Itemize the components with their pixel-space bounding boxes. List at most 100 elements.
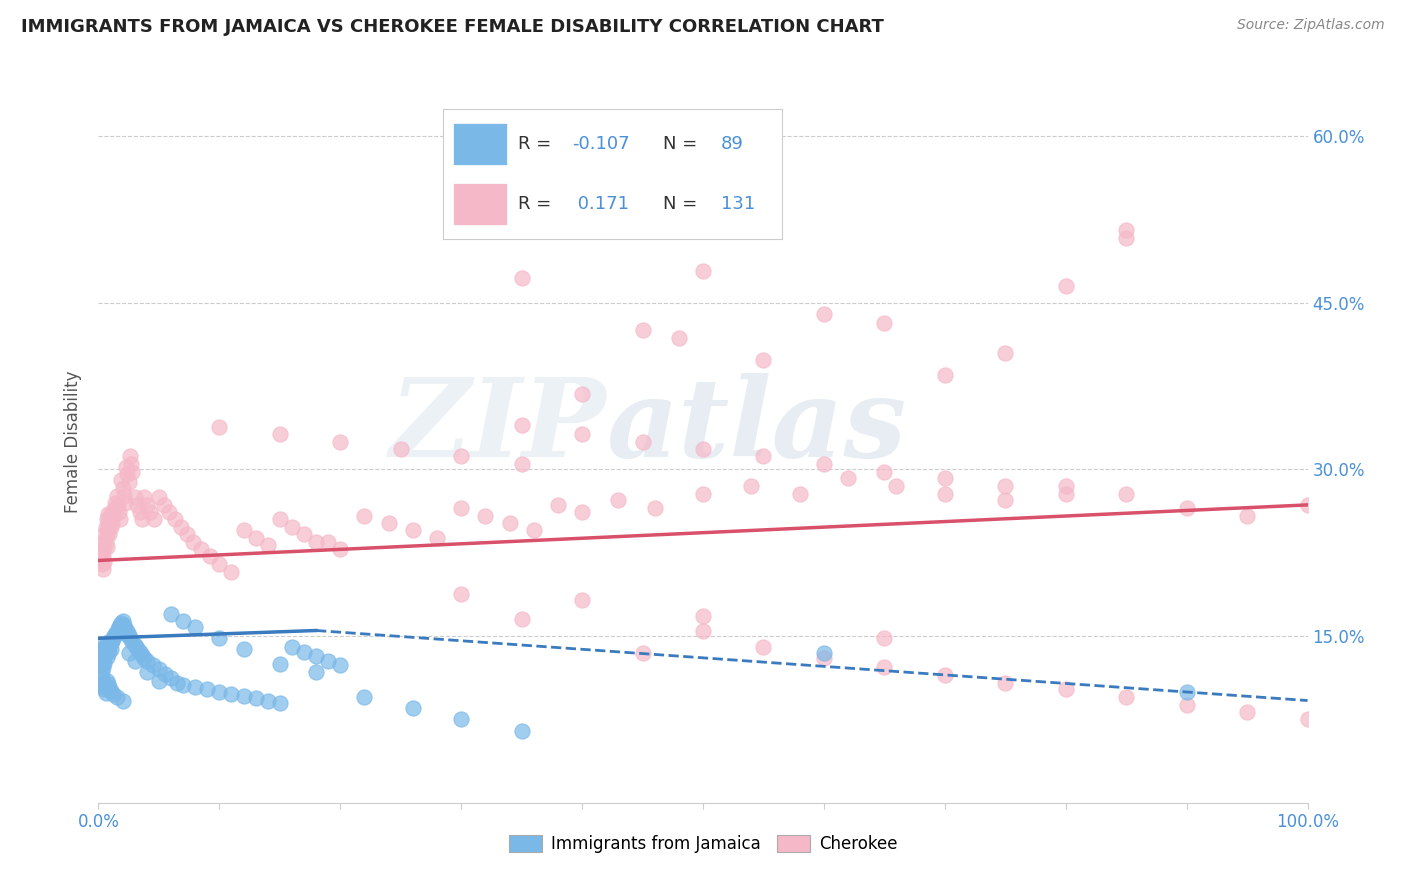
- Point: [402, 701, 425, 715]
- Point: [668, 331, 690, 345]
- Point: [153, 666, 176, 681]
- Point: [510, 271, 533, 285]
- Point: [292, 645, 315, 659]
- Point: [172, 678, 194, 692]
- Point: [107, 623, 129, 637]
- Point: [91, 549, 114, 563]
- Point: [152, 498, 174, 512]
- Point: [101, 687, 124, 701]
- Point: [96, 526, 118, 541]
- Point: [114, 496, 136, 510]
- Point: [692, 487, 714, 501]
- Point: [100, 683, 122, 698]
- Point: [91, 557, 114, 571]
- Point: [329, 542, 352, 557]
- Point: [474, 508, 496, 523]
- Point: [100, 520, 122, 534]
- Point: [305, 649, 328, 664]
- Point: [547, 498, 569, 512]
- Point: [208, 632, 231, 646]
- Point: [90, 551, 112, 566]
- Point: [450, 587, 472, 601]
- Point: [100, 507, 122, 521]
- Point: [96, 512, 118, 526]
- Point: [117, 467, 139, 481]
- Point: [93, 656, 115, 670]
- Point: [142, 657, 165, 672]
- Point: [93, 649, 115, 664]
- Point: [94, 640, 117, 655]
- Point: [1175, 698, 1198, 712]
- Point: [316, 534, 339, 549]
- Point: [114, 623, 136, 637]
- Point: [198, 549, 221, 563]
- Point: [115, 627, 138, 641]
- Point: [1054, 487, 1077, 501]
- Legend: Immigrants from Jamaica, Cherokee: Immigrants from Jamaica, Cherokee: [502, 828, 904, 860]
- Point: [91, 657, 114, 671]
- Point: [120, 457, 142, 471]
- Point: [644, 501, 666, 516]
- Point: [112, 489, 135, 503]
- Point: [148, 490, 170, 504]
- Point: [157, 505, 180, 519]
- Point: [169, 520, 191, 534]
- Point: [100, 633, 122, 648]
- Point: [134, 490, 156, 504]
- Point: [740, 479, 762, 493]
- Point: [100, 642, 122, 657]
- Point: [91, 665, 114, 679]
- Point: [97, 634, 120, 648]
- Text: IMMIGRANTS FROM JAMAICA VS CHEROKEE FEMALE DISABILITY CORRELATION CHART: IMMIGRANTS FROM JAMAICA VS CHEROKEE FEMA…: [21, 18, 884, 36]
- Point: [118, 632, 141, 646]
- Point: [98, 638, 121, 652]
- Point: [104, 496, 127, 510]
- Point: [93, 541, 115, 556]
- Point: [96, 637, 118, 651]
- Point: [118, 449, 141, 463]
- Point: [135, 498, 157, 512]
- Point: [1236, 705, 1258, 719]
- Point: [101, 508, 124, 523]
- Point: [135, 653, 157, 667]
- Point: [172, 614, 194, 628]
- Point: [510, 457, 533, 471]
- Point: [813, 307, 835, 321]
- Point: [160, 607, 183, 621]
- Point: [98, 645, 121, 659]
- Point: [281, 640, 304, 655]
- Point: [208, 684, 231, 698]
- Point: [873, 632, 896, 646]
- Point: [163, 512, 186, 526]
- Point: [510, 723, 533, 738]
- Point: [108, 505, 131, 519]
- Point: [105, 489, 128, 503]
- Point: [934, 471, 956, 485]
- Point: [873, 660, 896, 674]
- Point: [450, 449, 472, 463]
- Point: [91, 534, 114, 549]
- Point: [631, 323, 654, 337]
- Point: [994, 493, 1017, 508]
- Point: [934, 668, 956, 682]
- Point: [789, 487, 811, 501]
- Point: [115, 460, 138, 475]
- Point: [1115, 690, 1137, 705]
- Point: [94, 534, 117, 549]
- Point: [389, 442, 412, 457]
- Point: [100, 636, 122, 650]
- Point: [232, 642, 254, 657]
- Point: [131, 512, 153, 526]
- Point: [1296, 713, 1319, 727]
- Point: [190, 542, 212, 557]
- Point: [90, 651, 112, 665]
- Point: [118, 646, 141, 660]
- Point: [91, 542, 114, 557]
- Point: [94, 647, 117, 661]
- Point: [143, 512, 166, 526]
- Point: [108, 512, 131, 526]
- Point: [91, 679, 114, 693]
- Point: [97, 677, 120, 691]
- Point: [269, 696, 291, 710]
- Point: [91, 671, 114, 685]
